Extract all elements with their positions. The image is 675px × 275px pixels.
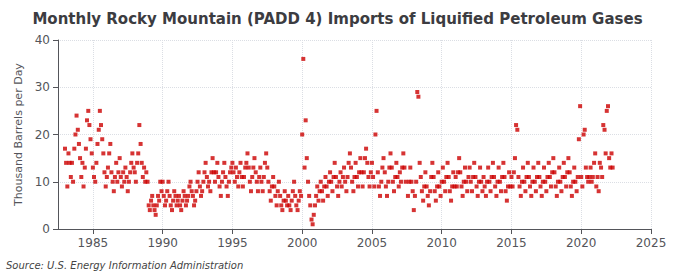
svg-text:20: 20 bbox=[35, 128, 50, 142]
svg-text:2010: 2010 bbox=[426, 236, 457, 250]
svg-text:1990: 1990 bbox=[147, 236, 178, 250]
svg-text:10: 10 bbox=[35, 175, 50, 189]
svg-text:2000: 2000 bbox=[287, 236, 318, 250]
svg-text:1995: 1995 bbox=[217, 236, 248, 250]
svg-text:30: 30 bbox=[35, 80, 50, 94]
svg-text:2020: 2020 bbox=[566, 236, 597, 250]
svg-text:Thousand Barrels per Day: Thousand Barrels per Day bbox=[12, 63, 25, 207]
svg-text:2025: 2025 bbox=[636, 236, 667, 250]
svg-text:1985: 1985 bbox=[78, 236, 109, 250]
svg-text:0: 0 bbox=[42, 222, 50, 236]
svg-text:Monthly Rocky Mountain (PADD 4: Monthly Rocky Mountain (PADD 4) Imports … bbox=[32, 10, 642, 28]
svg-text:40: 40 bbox=[35, 33, 50, 47]
svg-text:Source: U.S. Energy Informatio: Source: U.S. Energy Information Administ… bbox=[6, 260, 243, 271]
svg-text:2005: 2005 bbox=[357, 236, 388, 250]
svg-text:2015: 2015 bbox=[496, 236, 527, 250]
